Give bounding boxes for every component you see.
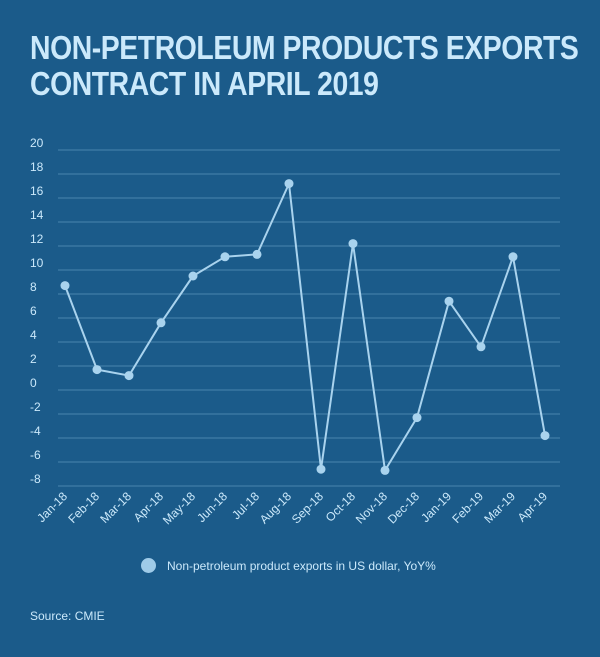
x-tick-label: Apr-19 [515, 489, 551, 525]
y-tick-label: -2 [30, 400, 41, 414]
y-tick-label: 0 [30, 376, 37, 390]
y-tick-label: 18 [30, 160, 44, 174]
y-tick-label: 2 [30, 352, 37, 366]
y-tick-label: 12 [30, 232, 44, 246]
x-tick-label: Mar-19 [481, 489, 518, 526]
data-point [444, 296, 454, 306]
y-tick-label: 8 [30, 280, 37, 294]
data-point [284, 179, 294, 189]
data-point [476, 342, 486, 352]
x-tick-label: Jun-18 [194, 489, 230, 525]
y-tick-label: -8 [30, 472, 41, 486]
x-axis-ticks: Jan-18Feb-18Mar-18Apr-18May-18Jun-18Jul-… [34, 489, 550, 527]
y-tick-label: 16 [30, 184, 44, 198]
y-tick-label: 4 [30, 328, 37, 342]
x-tick-label: Mar-18 [97, 489, 134, 526]
data-point [316, 464, 326, 474]
x-tick-label: Feb-19 [449, 489, 486, 526]
x-tick-label: Feb-18 [65, 489, 102, 526]
y-tick-label: -4 [30, 424, 41, 438]
series-line [64, 182, 546, 472]
y-tick-label: 10 [30, 256, 44, 270]
data-point [348, 239, 358, 249]
legend-marker [141, 558, 156, 573]
y-tick-label: -6 [30, 448, 41, 462]
x-tick-label: Oct-18 [323, 489, 359, 525]
data-point [508, 252, 518, 262]
x-tick-label: Aug-18 [257, 489, 294, 526]
y-tick-label: 20 [30, 136, 44, 150]
data-point [188, 271, 198, 281]
x-tick-label: Jan-18 [34, 489, 70, 525]
x-tick-label: Dec-18 [385, 489, 422, 526]
legend-label: Non-petroleum product exports in US doll… [167, 558, 436, 573]
x-tick-label: Sep-18 [289, 489, 326, 526]
chart-title: NON-PETROLEUM PRODUCTS EXPORTS CONTRACT … [30, 29, 579, 102]
chart-title-line-1: NON-PETROLEUM PRODUCTS EXPORTS [30, 29, 579, 66]
data-point [156, 318, 166, 328]
x-tick-label: Nov-18 [353, 489, 390, 526]
data-point [540, 431, 550, 441]
x-tick-label: Jan-19 [418, 489, 454, 525]
data-point [252, 249, 262, 259]
data-point [220, 252, 230, 262]
gridlines [58, 149, 560, 487]
data-point [60, 281, 70, 291]
y-tick-label: 14 [30, 208, 44, 222]
chart-title-line-2: CONTRACT IN APRIL 2019 [30, 65, 379, 102]
y-tick-label: 6 [30, 304, 37, 318]
data-point [380, 465, 390, 475]
data-point [412, 413, 422, 423]
series-layer [60, 179, 550, 475]
x-tick-label: May-18 [160, 489, 198, 527]
data-point [92, 365, 102, 375]
source-note: Source: CMIE [30, 609, 105, 623]
data-point [124, 371, 134, 381]
legend: Non-petroleum product exports in US doll… [141, 558, 436, 573]
